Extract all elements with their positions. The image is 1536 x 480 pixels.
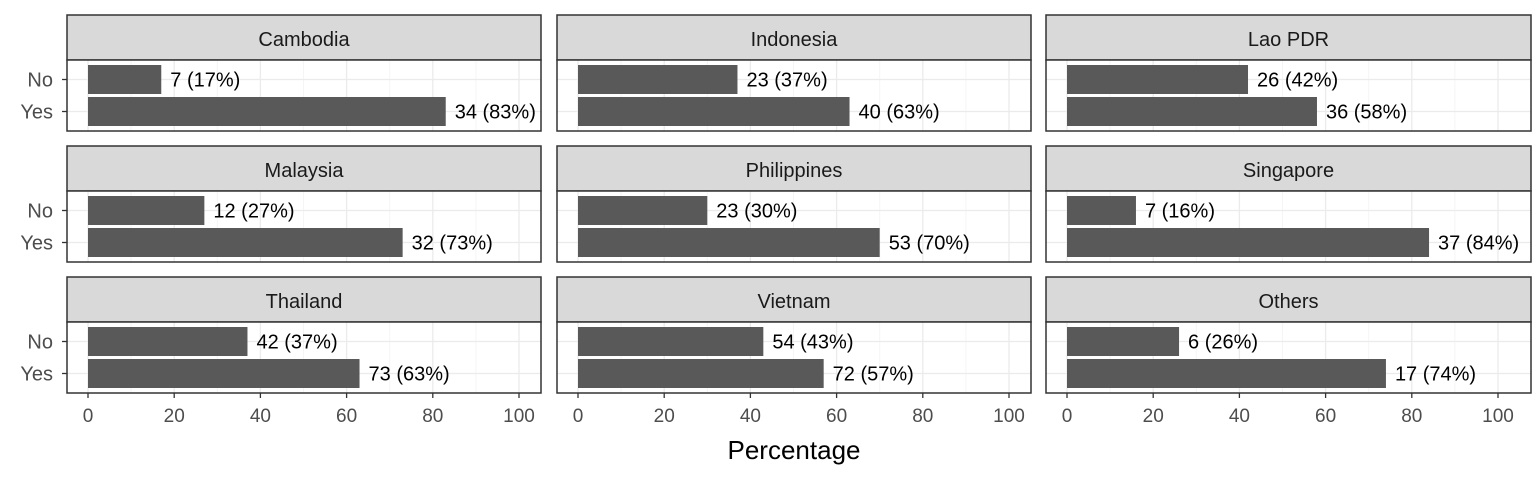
- bar-singapore-yes: [1067, 228, 1430, 257]
- x-tick-label: 20: [1143, 406, 1164, 427]
- x-tick-label: 40: [1229, 406, 1250, 427]
- data-label-vietnam-yes: 72 (57%): [833, 364, 914, 386]
- bar-indonesia-no: [578, 65, 738, 94]
- data-label-lao-pdr-yes: 36 (58%): [1326, 102, 1407, 124]
- data-label-others-yes: 17 (74%): [1395, 364, 1476, 386]
- panel-title-malaysia: Malaysia: [265, 160, 345, 182]
- data-label-philippines-no: 23 (30%): [716, 201, 797, 223]
- panel-border: [556, 321, 1032, 394]
- y-tick-label-no: No: [27, 70, 53, 92]
- bar-thailand-no: [88, 327, 248, 356]
- panel-indonesia: Indonesia 23 (37%) 40 (63%): [556, 14, 1032, 132]
- panel-title-philippines: Philippines: [746, 160, 843, 182]
- data-label-thailand-no: 42 (37%): [256, 332, 337, 354]
- panel-strip-singapore: [1045, 145, 1532, 192]
- y-tick-label-yes: Yes: [20, 364, 53, 386]
- x-tick-label: 60: [1315, 406, 1336, 427]
- data-label-indonesia-yes: 40 (63%): [859, 102, 940, 124]
- panel-title-lao-pdr: Lao PDR: [1248, 29, 1329, 51]
- panel-title-thailand: Thailand: [266, 291, 343, 313]
- bar-cambodia-no: [88, 65, 162, 94]
- bar-lao-pdr-yes: [1067, 97, 1317, 126]
- bar-vietnam-yes: [578, 359, 824, 388]
- panel-strip-cambodia: [66, 14, 542, 61]
- x-tick-label: 20: [654, 406, 675, 427]
- bar-indonesia-yes: [578, 97, 850, 126]
- y-tick-label-yes: Yes: [20, 233, 53, 255]
- panel-border: [66, 190, 542, 263]
- x-tick-label: 60: [336, 406, 357, 427]
- x-tick-label: 80: [422, 406, 443, 427]
- panel-cambodia: Cambodia 7 (17%) 34 (83%) No Yes: [20, 14, 542, 132]
- x-tick-label: 40: [740, 406, 761, 427]
- panel-strip-malaysia: [66, 145, 542, 192]
- bar-lao-pdr-no: [1067, 65, 1249, 94]
- bar-others-yes: [1067, 359, 1386, 388]
- data-label-philippines-yes: 53 (70%): [889, 233, 970, 255]
- panel-title-indonesia: Indonesia: [751, 29, 839, 51]
- x-tick-label: 0: [83, 406, 94, 427]
- panel-border: [1045, 190, 1532, 263]
- bar-vietnam-no: [578, 327, 764, 356]
- panel-lao-pdr: Lao PDR 26 (42%) 36 (58%): [1045, 14, 1532, 132]
- bar-philippines-yes: [578, 228, 880, 257]
- data-label-others-no: 6 (26%): [1188, 332, 1258, 354]
- panel-singapore: Singapore 7 (16%) 37 (84%): [1045, 145, 1532, 263]
- bar-singapore-no: [1067, 196, 1136, 225]
- x-tick-label: 80: [912, 406, 933, 427]
- data-label-malaysia-yes: 32 (73%): [412, 233, 493, 255]
- data-label-singapore-no: 7 (16%): [1145, 201, 1215, 223]
- panel-title-vietnam: Vietnam: [757, 291, 830, 313]
- panel-border: [1045, 59, 1532, 132]
- data-label-lao-pdr-no: 26 (42%): [1257, 70, 1338, 92]
- panel-border: [1045, 321, 1532, 394]
- data-label-vietnam-no: 54 (43%): [772, 332, 853, 354]
- x-tick-label: 100: [993, 406, 1025, 427]
- data-label-cambodia-no: 7 (17%): [170, 70, 240, 92]
- bar-thailand-yes: [88, 359, 360, 388]
- data-label-cambodia-yes: 34 (83%): [455, 102, 536, 124]
- x-tick-label: 100: [1482, 406, 1514, 427]
- panel-philippines: Philippines 23 (30%) 53 (70%): [556, 145, 1032, 263]
- x-axis-title: Percentage: [728, 435, 861, 465]
- panel-malaysia: Malaysia 12 (27%) 32 (73%) No Yes: [20, 145, 542, 263]
- panel-border: [66, 59, 542, 132]
- panel-border: [66, 321, 542, 394]
- x-tick-label: 60: [826, 406, 847, 427]
- panel-thailand: Thailand 42 (37%) 73 (63%) No Yes 0 20 40 60 80 10…: [20, 276, 542, 427]
- x-tick-label: 40: [250, 406, 271, 427]
- panel-title-others: Others: [1258, 291, 1318, 313]
- y-tick-label-no: No: [27, 332, 53, 354]
- y-tick-label-no: No: [27, 201, 53, 223]
- panel-border: [556, 190, 1032, 263]
- bar-cambodia-yes: [88, 97, 446, 126]
- panel-strip-indonesia: [556, 14, 1032, 61]
- x-tick-label: 100: [503, 406, 535, 427]
- bar-others-no: [1067, 327, 1180, 356]
- x-tick-label: 80: [1401, 406, 1422, 427]
- panel-title-singapore: Singapore: [1243, 160, 1334, 182]
- bar-malaysia-no: [88, 196, 205, 225]
- data-label-indonesia-no: 23 (37%): [746, 70, 827, 92]
- panel-strip-thailand: [66, 276, 542, 323]
- bar-philippines-no: [578, 196, 708, 225]
- data-label-thailand-yes: 73 (63%): [369, 364, 450, 386]
- panel-strip-lao-pdr: [1045, 14, 1532, 61]
- x-tick-label: 0: [573, 406, 584, 427]
- data-label-singapore-yes: 37 (84%): [1438, 233, 1519, 255]
- panel-border: [556, 59, 1032, 132]
- data-label-malaysia-no: 12 (27%): [213, 201, 294, 223]
- panel-strip-vietnam: [556, 276, 1032, 323]
- x-tick-label: 0: [1062, 406, 1073, 427]
- y-tick-label-yes: Yes: [20, 102, 53, 124]
- x-tick-label: 20: [164, 406, 185, 427]
- bar-malaysia-yes: [88, 228, 403, 257]
- panel-vietnam: Vietnam 54 (43%) 72 (57%) 0 20 40 60 80 100: [556, 276, 1032, 427]
- panel-title-cambodia: Cambodia: [258, 29, 350, 51]
